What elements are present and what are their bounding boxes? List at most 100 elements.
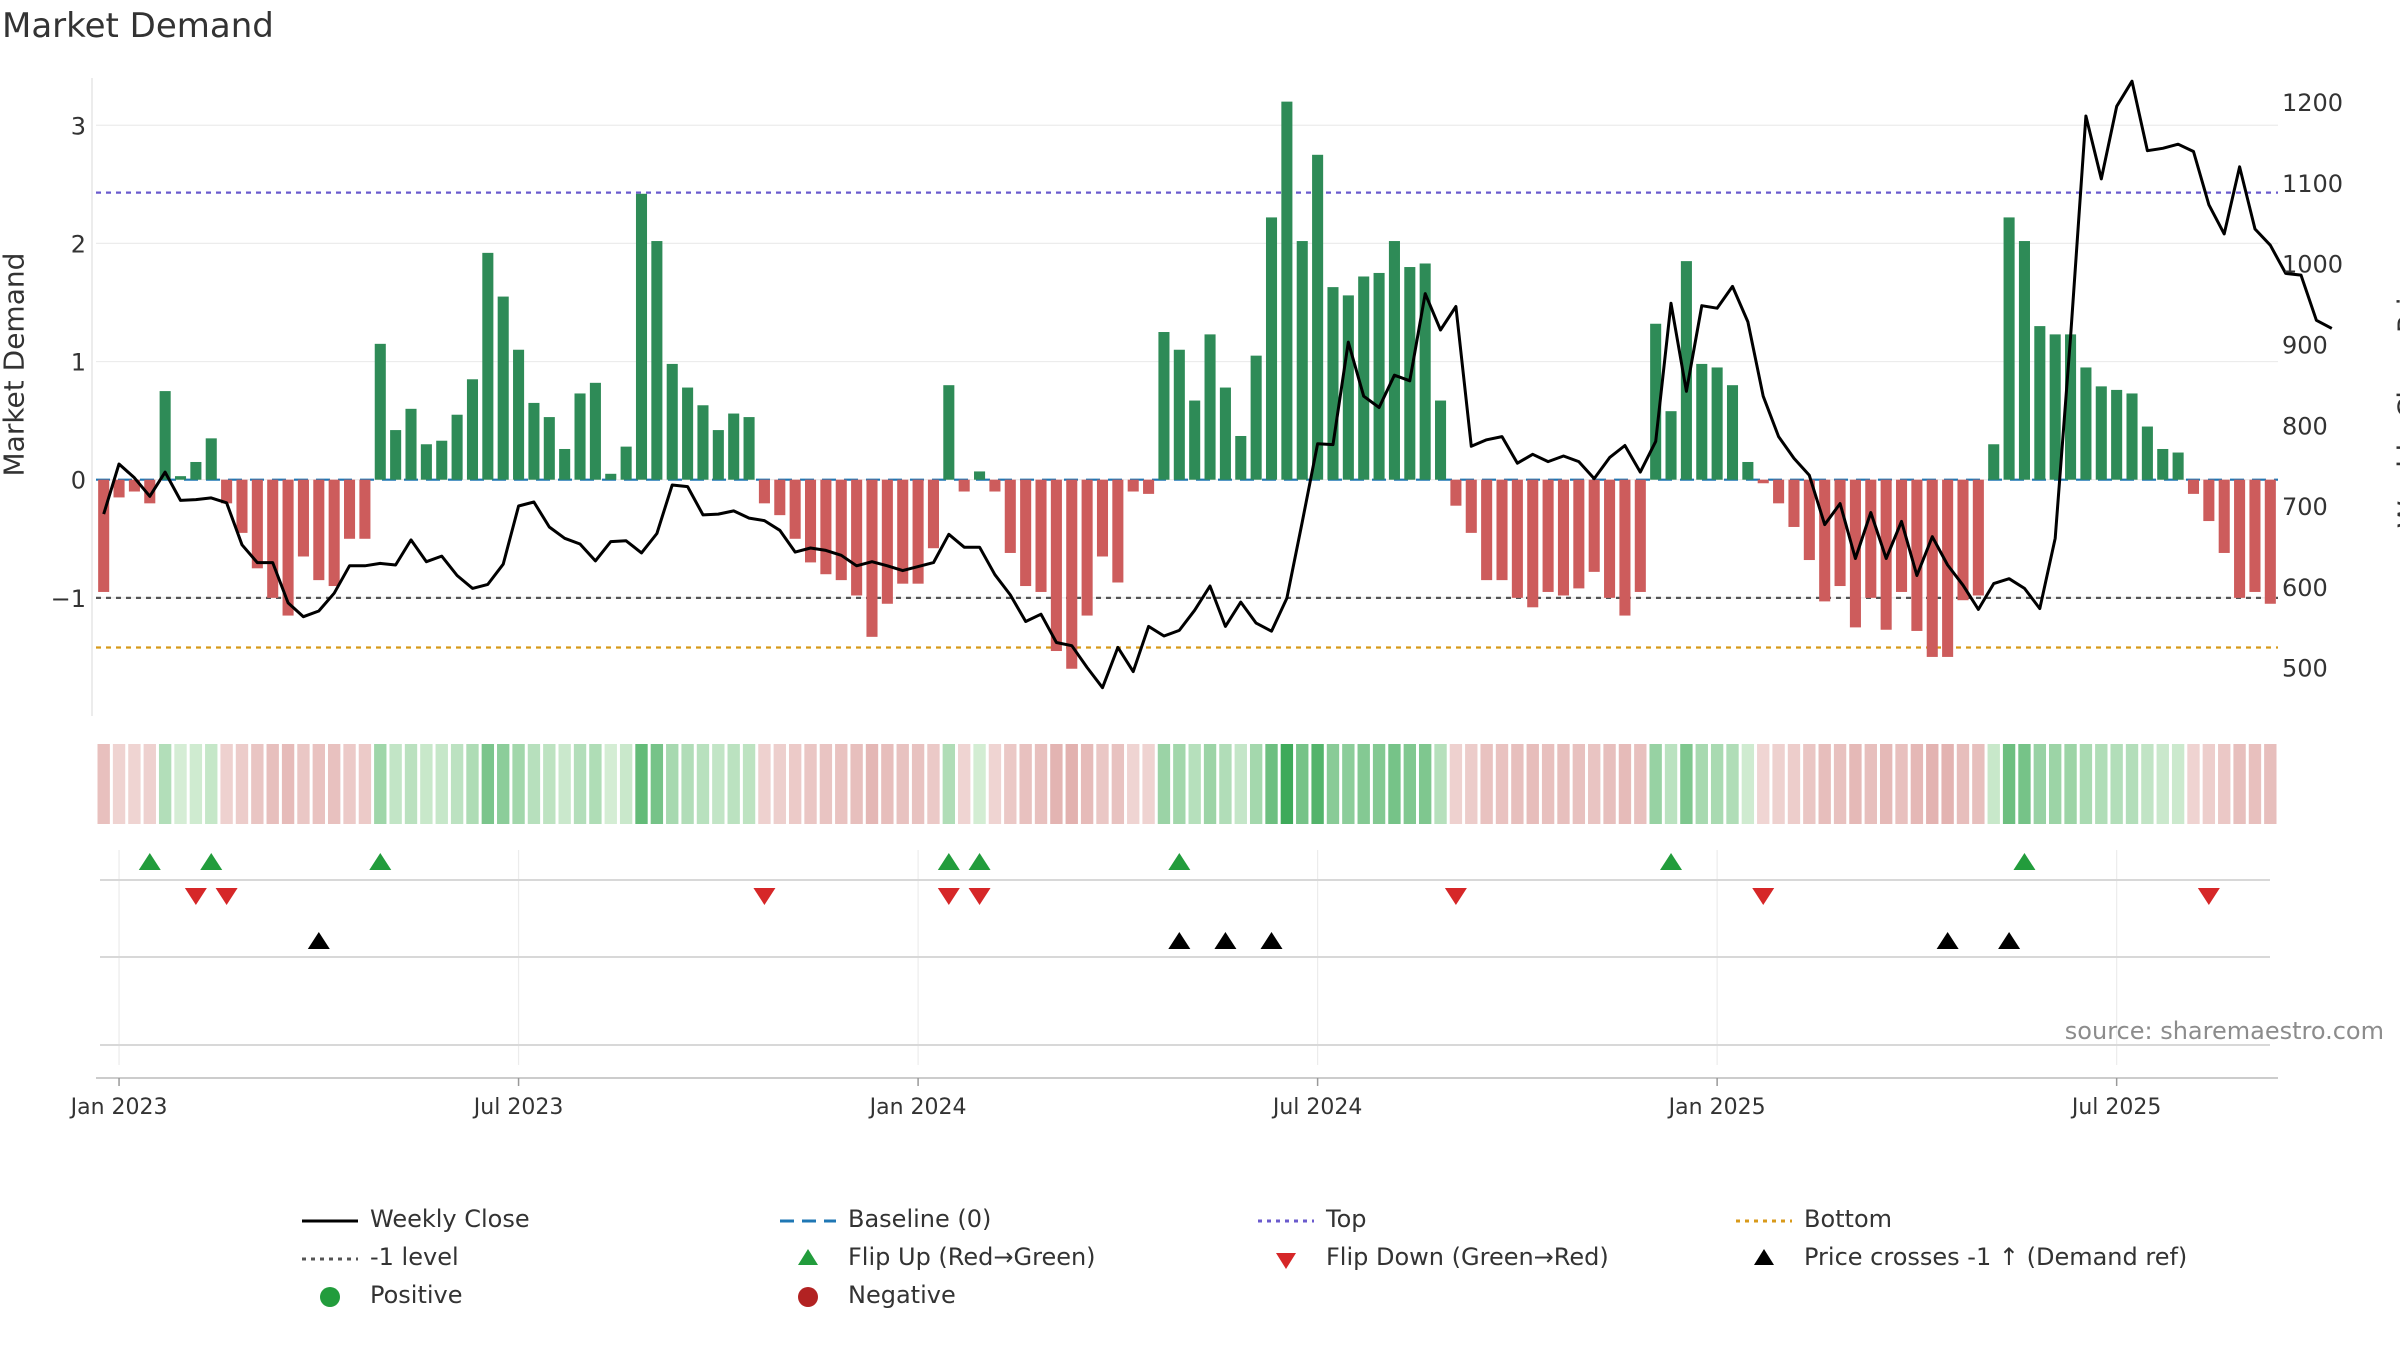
heat-cell [2171, 744, 2185, 824]
demand-bar [789, 479, 801, 539]
demand-bar [205, 438, 217, 480]
demand-bar [2065, 334, 2077, 480]
demand-bar [436, 440, 448, 480]
y-right-tick-label: 600 [2282, 574, 2328, 602]
heat-cell [1127, 744, 1140, 824]
legend-line-dotted-icon [1258, 1219, 1314, 1223]
y-right-tick-label: 900 [2282, 332, 2328, 360]
heat-cell [1511, 744, 1524, 824]
heat-cell [1326, 744, 1340, 824]
heat-cell [1080, 744, 1094, 824]
heat-cell [1434, 744, 1447, 824]
heat-cell [1157, 744, 1171, 824]
y-left-tick-label: 2 [71, 230, 86, 258]
demand-bar [1788, 479, 1800, 527]
heat-cell [1895, 744, 1908, 824]
heat-cell [266, 744, 279, 824]
y-right-tick-label: 1200 [2282, 89, 2343, 117]
heat-cell [804, 744, 817, 824]
demand-bar [1527, 479, 1539, 608]
demand-bar [1573, 479, 1585, 589]
flip-up-marker [968, 853, 991, 870]
demand-bar [2157, 448, 2169, 480]
flip-down-marker [968, 888, 991, 905]
demand-bar [1158, 332, 1170, 480]
demand-bar [912, 479, 924, 584]
y-left-tick-label: 3 [71, 112, 86, 140]
heat-cell [2095, 744, 2108, 824]
heat-cell [1280, 744, 1294, 824]
heat-cell [1664, 744, 1678, 824]
heat-cell [589, 744, 602, 824]
heat-cell [604, 744, 617, 824]
heat-cell [543, 744, 556, 824]
heat-cell [2202, 744, 2216, 824]
demand-bar [513, 349, 525, 480]
heat-cell [251, 744, 264, 824]
demand-bar [1066, 479, 1078, 669]
demand-bar [589, 382, 601, 480]
heat-cell [1941, 744, 1954, 824]
heat-cell [1849, 744, 1862, 824]
demand-bar [1634, 479, 1646, 592]
heat-cell [1741, 744, 1755, 824]
heat-cell [281, 744, 295, 824]
demand-bar [128, 479, 140, 492]
demand-bar [144, 479, 156, 504]
heat-cell [573, 744, 587, 824]
heat-cell [1173, 744, 1186, 824]
heat-cell [2018, 744, 2031, 824]
demand-bar [1865, 479, 1877, 598]
demand-bar [2095, 386, 2107, 480]
demand-bar [666, 363, 678, 480]
demand-bar [2141, 426, 2153, 480]
demand-bar [98, 479, 110, 592]
heat-cell [435, 744, 448, 824]
flip-down-marker [1444, 888, 1467, 905]
heat-cell [1495, 744, 1509, 824]
demand-bar [881, 479, 893, 604]
heat-cell [1465, 744, 1478, 824]
heat-cell [2049, 744, 2062, 824]
demand-bar [559, 448, 571, 480]
legend-line-solid-icon [302, 1219, 358, 1223]
demand-bar [2126, 393, 2138, 480]
triangle-up-icon [1754, 1249, 1774, 1265]
x-tick-label: Jan 2025 [1667, 1095, 1766, 1120]
demand-bar [466, 379, 479, 480]
heat-cell [1572, 744, 1586, 824]
demand-bar [804, 479, 817, 563]
heat-cell [1879, 744, 1893, 824]
demand-bar [574, 393, 586, 480]
demand-bar [1327, 287, 1339, 480]
demand-bar [635, 193, 648, 480]
heat-cell [512, 744, 525, 824]
heat-cell [1142, 744, 1155, 824]
heat-cell [1987, 744, 2000, 824]
y-axis-right-label: Weekly Close Price [2391, 264, 2400, 529]
legend-line-dashed-icon [780, 1219, 836, 1223]
heat-cell [2264, 744, 2277, 824]
demand-bar [1481, 479, 1493, 581]
flip-up-marker [2013, 853, 2036, 870]
heat-cell [635, 744, 648, 824]
demand-bar [1742, 461, 1754, 480]
heat-cell [2064, 744, 2077, 824]
heat-cell [2233, 744, 2246, 824]
heat-cell [835, 744, 848, 824]
demand-bar [543, 417, 555, 480]
demand-bar [651, 241, 663, 480]
chart-title: Market Demand [2, 6, 274, 46]
demand-bar [282, 479, 294, 616]
demand-bar [835, 479, 847, 581]
flip-down-marker [753, 888, 776, 905]
heat-cell [788, 744, 802, 824]
heat-cell [1726, 744, 1739, 824]
heat-cell [343, 744, 356, 824]
flip-down-marker [1752, 888, 1775, 905]
heat-cell [2079, 744, 2093, 824]
heat-cell [1403, 744, 1416, 824]
demand-bar [1650, 323, 1662, 480]
demand-bar [1312, 154, 1324, 480]
heat-cell [1418, 744, 1432, 824]
